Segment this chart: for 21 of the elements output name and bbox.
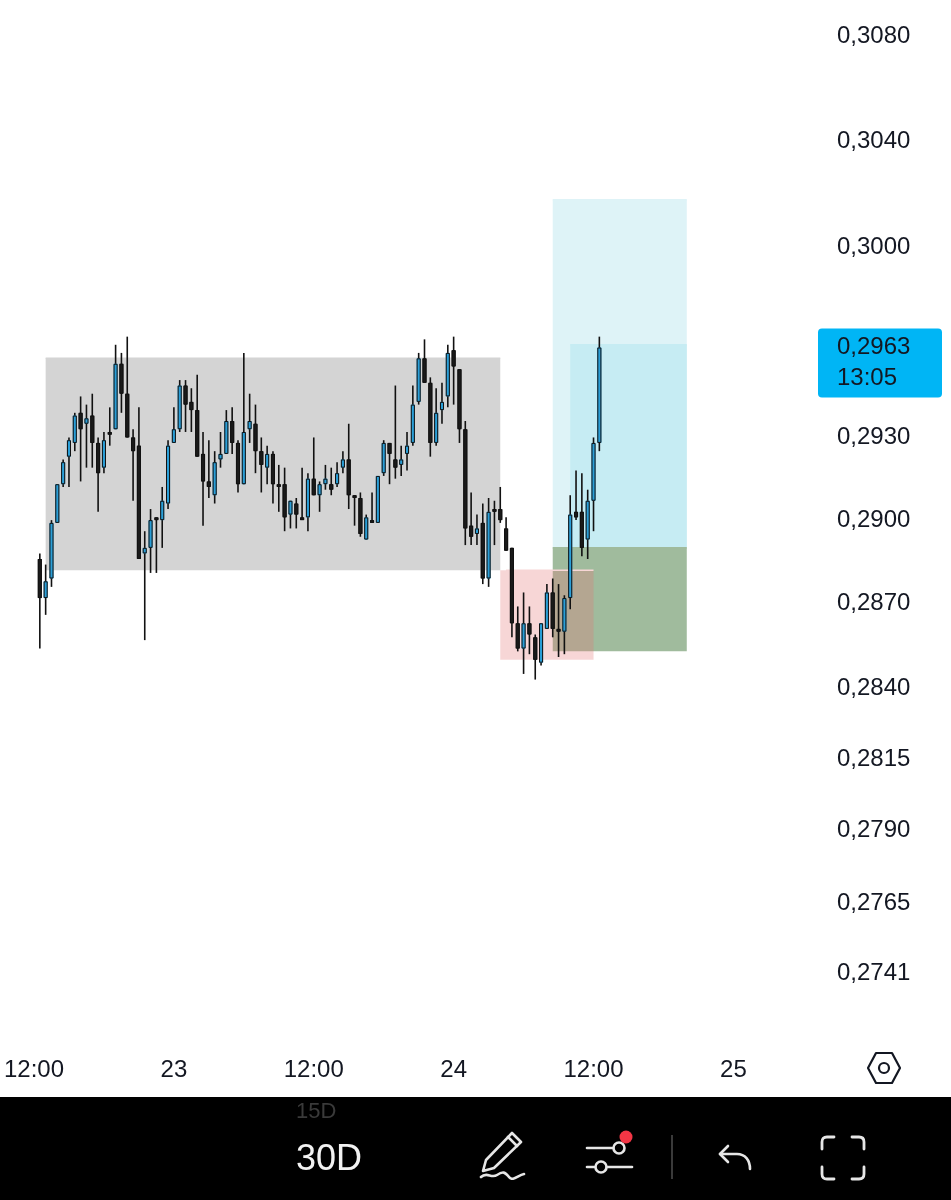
- y-tick-label: 0,2765: [837, 887, 911, 915]
- y-tick-label: 0,3000: [837, 232, 911, 260]
- text: 15D: [296, 1098, 337, 1123]
- text: 13:05: [837, 363, 898, 391]
- text: 0,2963: [837, 332, 911, 360]
- text: 30D: [296, 1137, 363, 1179]
- y-tick-label: 0,2900: [837, 504, 911, 532]
- x-tick-label: 24: [440, 1055, 467, 1083]
- y-tick-label: 0,2870: [837, 588, 911, 616]
- x-tick-label: 23: [160, 1055, 188, 1083]
- y-tick-label: 0,2930: [837, 422, 911, 450]
- x-tick-label: 12:00: [283, 1055, 344, 1083]
- y-tick-label: 0,3080: [837, 21, 911, 49]
- y-tick-label: 0,2840: [837, 672, 911, 700]
- x-tick-label: 12:00: [3, 1055, 65, 1083]
- y-tick-label: 0,3040: [837, 126, 911, 154]
- y-tick-label: 0,2815: [837, 743, 911, 771]
- x-tick-label: 12:00: [563, 1055, 624, 1083]
- y-tick-label: 0,2790: [837, 815, 911, 843]
- y-tick-label: 0,2741: [837, 957, 911, 985]
- x-tick-label: 25: [720, 1055, 747, 1083]
